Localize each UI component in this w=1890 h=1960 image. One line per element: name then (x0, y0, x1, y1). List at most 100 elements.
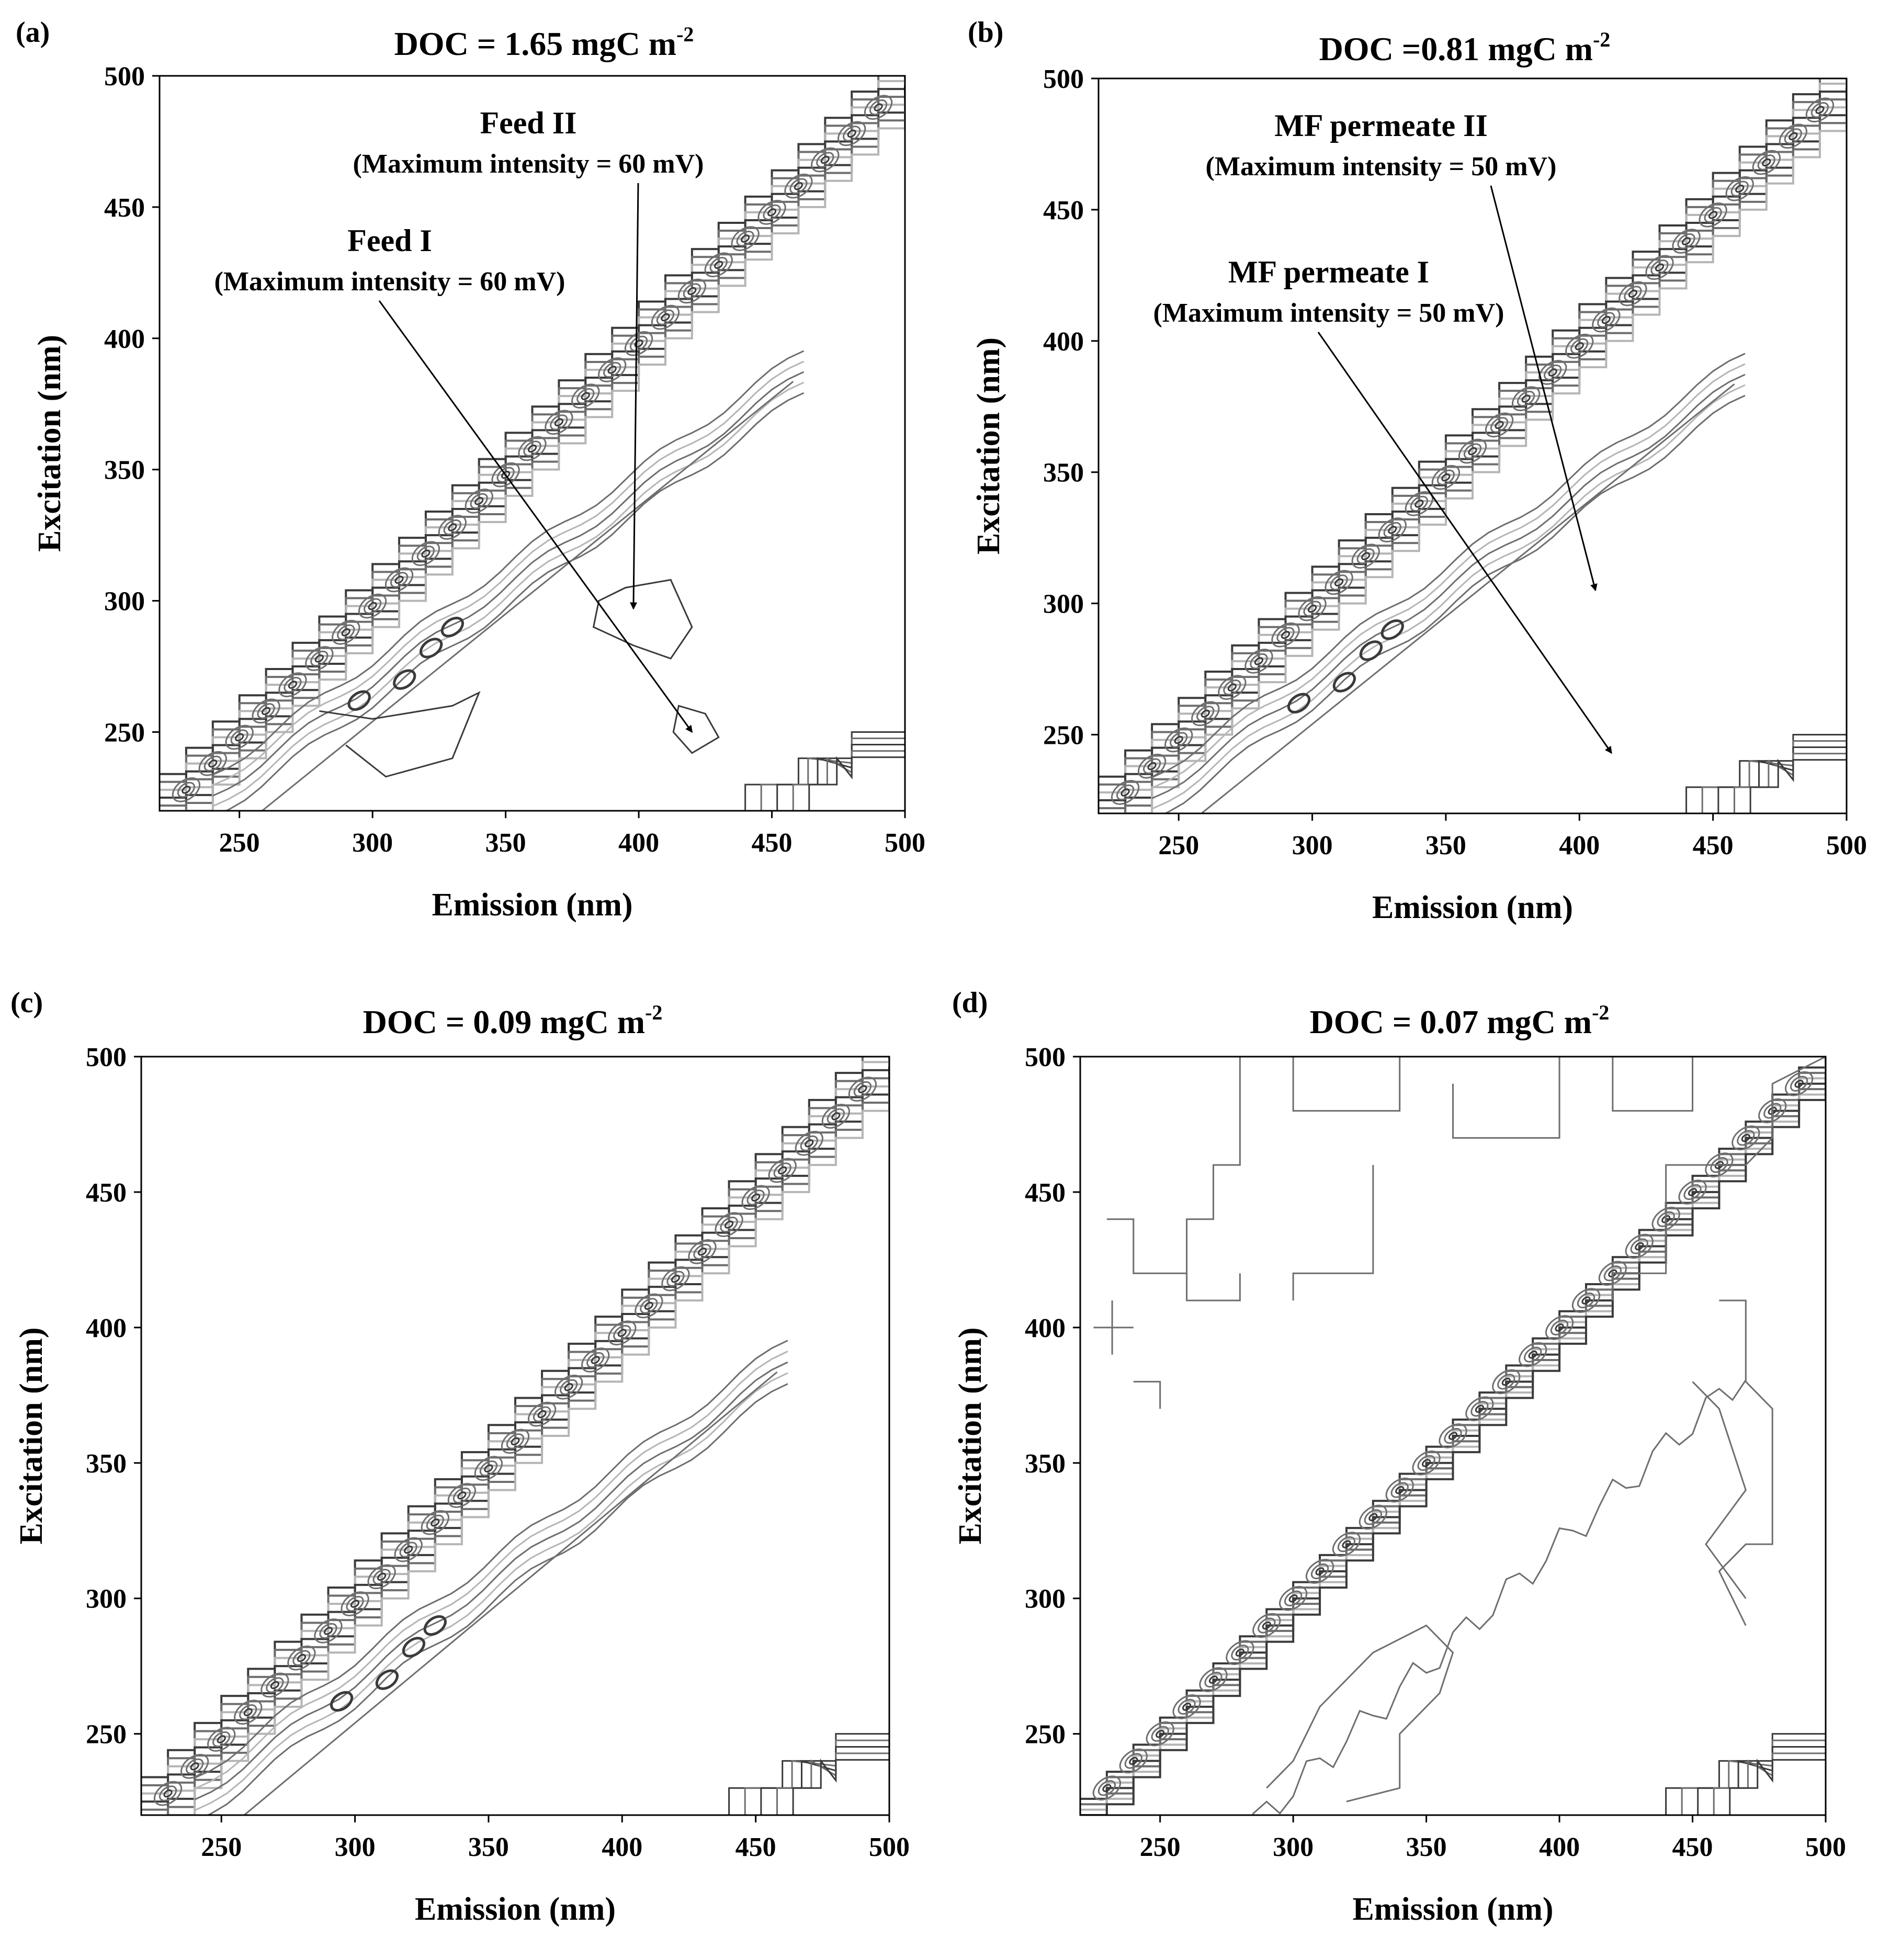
chart-title-superscript: -2 (676, 22, 694, 46)
x-tick-label: 350 (468, 1832, 509, 1862)
scatter-peak-contour (208, 759, 218, 768)
scatter-peak-contour (394, 575, 404, 584)
annotation-subtitle: (Maximum intensity = 60 mV) (353, 149, 704, 179)
scatter-peak-contour (671, 1274, 681, 1283)
scatter-peak-contour (1555, 1323, 1564, 1332)
scatter-peak-contour (864, 95, 893, 120)
scatter-peak-contour (1768, 1106, 1777, 1115)
scatter-peak-contour (1784, 128, 1802, 144)
scatter-peak-contour (1191, 701, 1220, 727)
scatter-peak-contour (598, 357, 627, 382)
contour-area (1099, 78, 1847, 813)
scatter-peak-contour (1124, 1753, 1142, 1769)
scatter-peak-contour (319, 1623, 337, 1639)
scatter-peak-contour (1164, 727, 1193, 753)
scatter-peak-contour (1512, 386, 1541, 412)
scatter-peak-contour (554, 1374, 583, 1400)
scatter-peak-contour (709, 257, 728, 273)
scatter-peak-contour (341, 628, 350, 637)
scatter-peak-contour (1657, 1211, 1675, 1227)
scatter-peak-contour (1630, 1238, 1648, 1254)
scatter-peak-contour (1223, 679, 1241, 696)
rayleigh-scatter-band (1099, 78, 1847, 813)
x-tick-label: 450 (1693, 831, 1734, 860)
scatter-peak-contour (1490, 417, 1509, 433)
peak-contour (1332, 672, 1356, 693)
scatter-peak-contour (635, 1293, 663, 1319)
y-tick-label: 400 (1043, 327, 1084, 357)
chart-title-main: DOC =0.81 mgC m (1319, 30, 1593, 67)
scatter-peak-contour (1651, 1206, 1680, 1232)
scatter-peak-contour (399, 1542, 417, 1558)
scatter-peak-contour (1544, 364, 1562, 381)
scatter-peak-contour (1332, 1532, 1361, 1557)
scatter-peak-contour (1147, 762, 1157, 771)
scatter-peak-contour (1699, 202, 1727, 228)
scatter-peak-contour (1385, 1477, 1414, 1503)
scatter-peak-contour (1417, 1455, 1435, 1471)
x-tick-label: 400 (618, 828, 659, 858)
panel-c: 250 300 350 400 450 500 250 300 350 400 450 500 Emis… (10, 987, 910, 1927)
scatter-peak-contour (847, 129, 856, 138)
scatter-peak-contour (1204, 1671, 1223, 1688)
scatter-peak-contour (1608, 1269, 1617, 1277)
scatter-peak-contour (1330, 574, 1348, 591)
scatter-peak-contour (683, 283, 701, 299)
scatter-peak-contour (506, 1433, 525, 1449)
contour-area (141, 1057, 889, 1815)
scatter-peak-contour (1789, 132, 1798, 141)
x-tick-label: 250 (201, 1832, 242, 1862)
x-tick-label: 450 (1672, 1832, 1713, 1862)
scatter-peak-contour (564, 1383, 573, 1391)
scatter-peak-contour (576, 388, 595, 404)
scatter-peak-contour (1645, 255, 1674, 280)
scatter-peak-contour (190, 1762, 199, 1771)
scatter-peak-contour (763, 204, 781, 221)
y-tick-label: 300 (86, 1584, 127, 1614)
panel-label: (d) (952, 987, 988, 1019)
scatter-peak-contour (1661, 1215, 1671, 1223)
scatter-peak-contour (1143, 758, 1161, 774)
x-tick-label: 250 (1140, 1832, 1181, 1862)
x-tick-label: 300 (1292, 831, 1333, 860)
scatter-peak-contour (1199, 1667, 1228, 1692)
scatter-peak-contour (448, 523, 457, 531)
scatter-peak-contour (767, 208, 777, 217)
scatter-peak-contour (1218, 675, 1247, 700)
y-tick-label: 400 (104, 324, 145, 354)
scatter-peak-contour (1310, 1563, 1329, 1580)
scatter-peak-contour (869, 99, 888, 116)
scatter-peak-contour (603, 361, 621, 378)
panel-label: (b) (968, 16, 1003, 49)
scatter-peak-contour (661, 1266, 690, 1291)
scatter-peak-contour (1102, 1784, 1112, 1792)
y-tick-label: 250 (1043, 720, 1084, 750)
scatter-peak-contour (404, 1545, 413, 1554)
scatter-peak-contour (1298, 596, 1327, 621)
scatter-peak-contour (1441, 473, 1451, 482)
scatter-peak-contour (243, 1708, 253, 1716)
scatter-peak-contour (1790, 1075, 1808, 1092)
scatter-peak-contour (1570, 338, 1589, 354)
scatter-peak-contour (310, 650, 329, 667)
scatter-peak-contour (858, 1085, 867, 1093)
scatter-peak-contour (1121, 788, 1130, 797)
scatter-peak-contour (1119, 1748, 1148, 1774)
scatter-peak-contour (848, 1077, 877, 1102)
scatter-peak-contour (163, 1789, 173, 1798)
x-tick-label: 400 (1559, 831, 1600, 860)
panel-label: (c) (10, 987, 43, 1019)
scatter-peak-contour (457, 1491, 467, 1500)
scatter-peak-contour (651, 304, 680, 330)
peak-contour (347, 690, 371, 711)
scatter-peak-contour (1688, 1188, 1697, 1196)
x-axis-label: Emission (nm) (1372, 890, 1573, 925)
scatter-peak-contour (1431, 464, 1461, 490)
scatter-peak-contour (479, 1460, 498, 1477)
scatter-peak-contour (411, 541, 440, 567)
rayleigh-scatter-band (141, 1057, 889, 1815)
scatter-peak-contour (537, 1410, 547, 1419)
scatter-peak-contour (252, 698, 280, 724)
scatter-peak-contour (1495, 421, 1504, 429)
scatter-peak-contour (1254, 657, 1264, 665)
